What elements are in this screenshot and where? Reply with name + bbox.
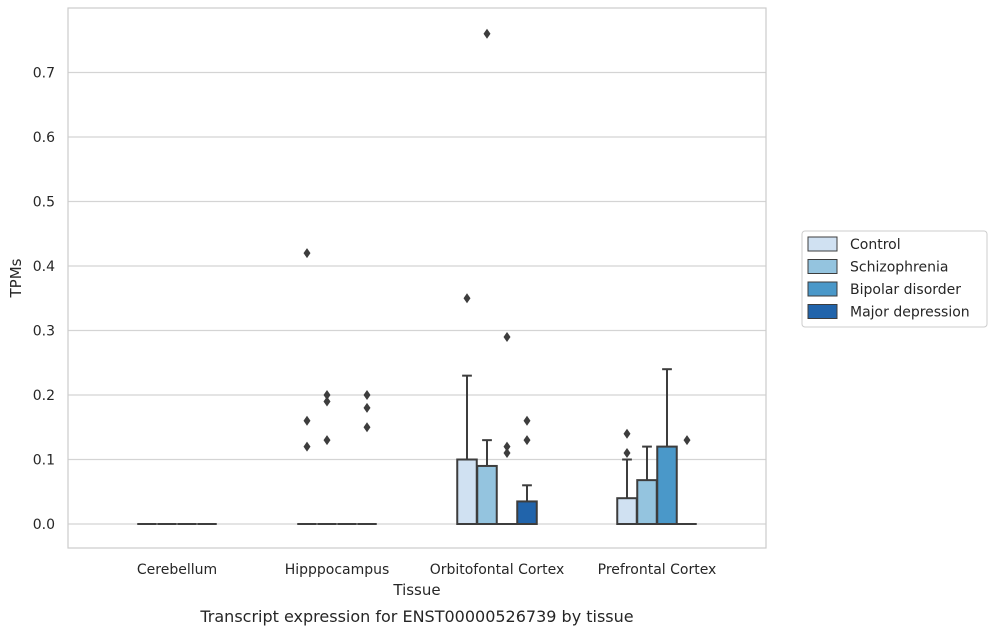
outlier-point — [303, 415, 311, 426]
outlier-point — [503, 331, 511, 342]
y-tick-label: 0.4 — [33, 259, 55, 275]
x-tick-label: Orbitofontal Cortex — [430, 562, 565, 578]
outlier-point — [683, 435, 691, 446]
outlier-point — [363, 402, 371, 413]
outlier-point — [303, 248, 311, 259]
outlier-point — [483, 28, 491, 39]
box — [456, 293, 478, 525]
x-tick-label: Hipppocampus — [285, 562, 390, 578]
box-body — [656, 445, 678, 526]
legend-swatch — [807, 236, 838, 252]
outlier-point — [623, 448, 631, 459]
y-axis-label: TPMs — [7, 258, 25, 298]
legend-label: Schizophrenia — [850, 260, 948, 276]
box — [497, 331, 517, 525]
legend-item: Control — [807, 236, 901, 253]
outlier-point — [523, 415, 531, 426]
box-body — [516, 500, 538, 525]
outlier-point — [503, 448, 511, 459]
legend-label: Control — [850, 237, 901, 253]
series-bipolar-disorder — [177, 331, 678, 526]
outlier-point — [363, 422, 371, 433]
y-tick-label: 0.7 — [33, 66, 55, 82]
x-tick-label: Cerebellum — [137, 562, 217, 578]
series-control — [137, 248, 638, 526]
outlier-point — [303, 441, 311, 452]
legend: Control Schizophrenia Bipolar disorder Majo… — [801, 230, 988, 328]
legend-frame — [801, 230, 988, 328]
legend-item: Bipolar disorder — [807, 281, 961, 298]
box — [656, 368, 678, 526]
outlier-point — [463, 293, 471, 304]
y-tick-label: 0.6 — [33, 130, 55, 146]
x-tick-label: Prefrontal Cortex — [598, 562, 717, 578]
y-tick-label: 0.2 — [33, 388, 55, 404]
x-tick-labels: Cerebellum Hipppocampus Orbitofontal Corte… — [137, 562, 716, 578]
x-axis-label: Tissue — [392, 581, 440, 599]
box-body — [456, 458, 478, 525]
outlier-point — [523, 435, 531, 446]
y-tick-label: 0.5 — [33, 195, 55, 211]
box — [636, 445, 658, 526]
y-tick-label: 0.1 — [33, 453, 55, 469]
legend-item: Major depression — [807, 304, 970, 321]
plot-area-frame — [67, 7, 767, 549]
legend-swatch — [807, 259, 838, 274]
box — [677, 435, 697, 525]
box-body — [616, 497, 638, 526]
box-body — [476, 464, 498, 526]
box — [317, 390, 337, 525]
legend-label: Major depression — [850, 305, 970, 321]
legend-swatch — [807, 304, 838, 319]
outlier-point — [323, 390, 331, 400]
box-body — [636, 479, 658, 526]
box — [357, 390, 377, 525]
outlier-point — [323, 435, 331, 446]
series-major-depression — [197, 390, 697, 525]
legend-swatch — [807, 281, 838, 297]
box — [516, 415, 538, 525]
chart-title: Transcript expression for ENST0000052673… — [199, 607, 633, 626]
outlier-point — [363, 390, 371, 400]
y-gridlines — [68, 71, 766, 525]
series-schizophrenia — [157, 28, 658, 526]
box — [297, 248, 317, 525]
y-tick-labels: 0.0 0.1 0.2 0.3 0.4 0.5 0.6 0.7 — [33, 66, 55, 534]
outlier-point — [503, 441, 511, 452]
legend-label: Bipolar disorder — [850, 282, 961, 298]
outlier-point — [323, 396, 331, 407]
box — [616, 428, 638, 526]
y-tick-label: 0.3 — [33, 324, 55, 340]
legend-item: Schizophrenia — [807, 259, 948, 276]
outlier-point — [623, 428, 631, 439]
box-groups — [137, 28, 697, 526]
y-tick-label: 0.0 — [33, 517, 55, 533]
box — [476, 28, 498, 526]
